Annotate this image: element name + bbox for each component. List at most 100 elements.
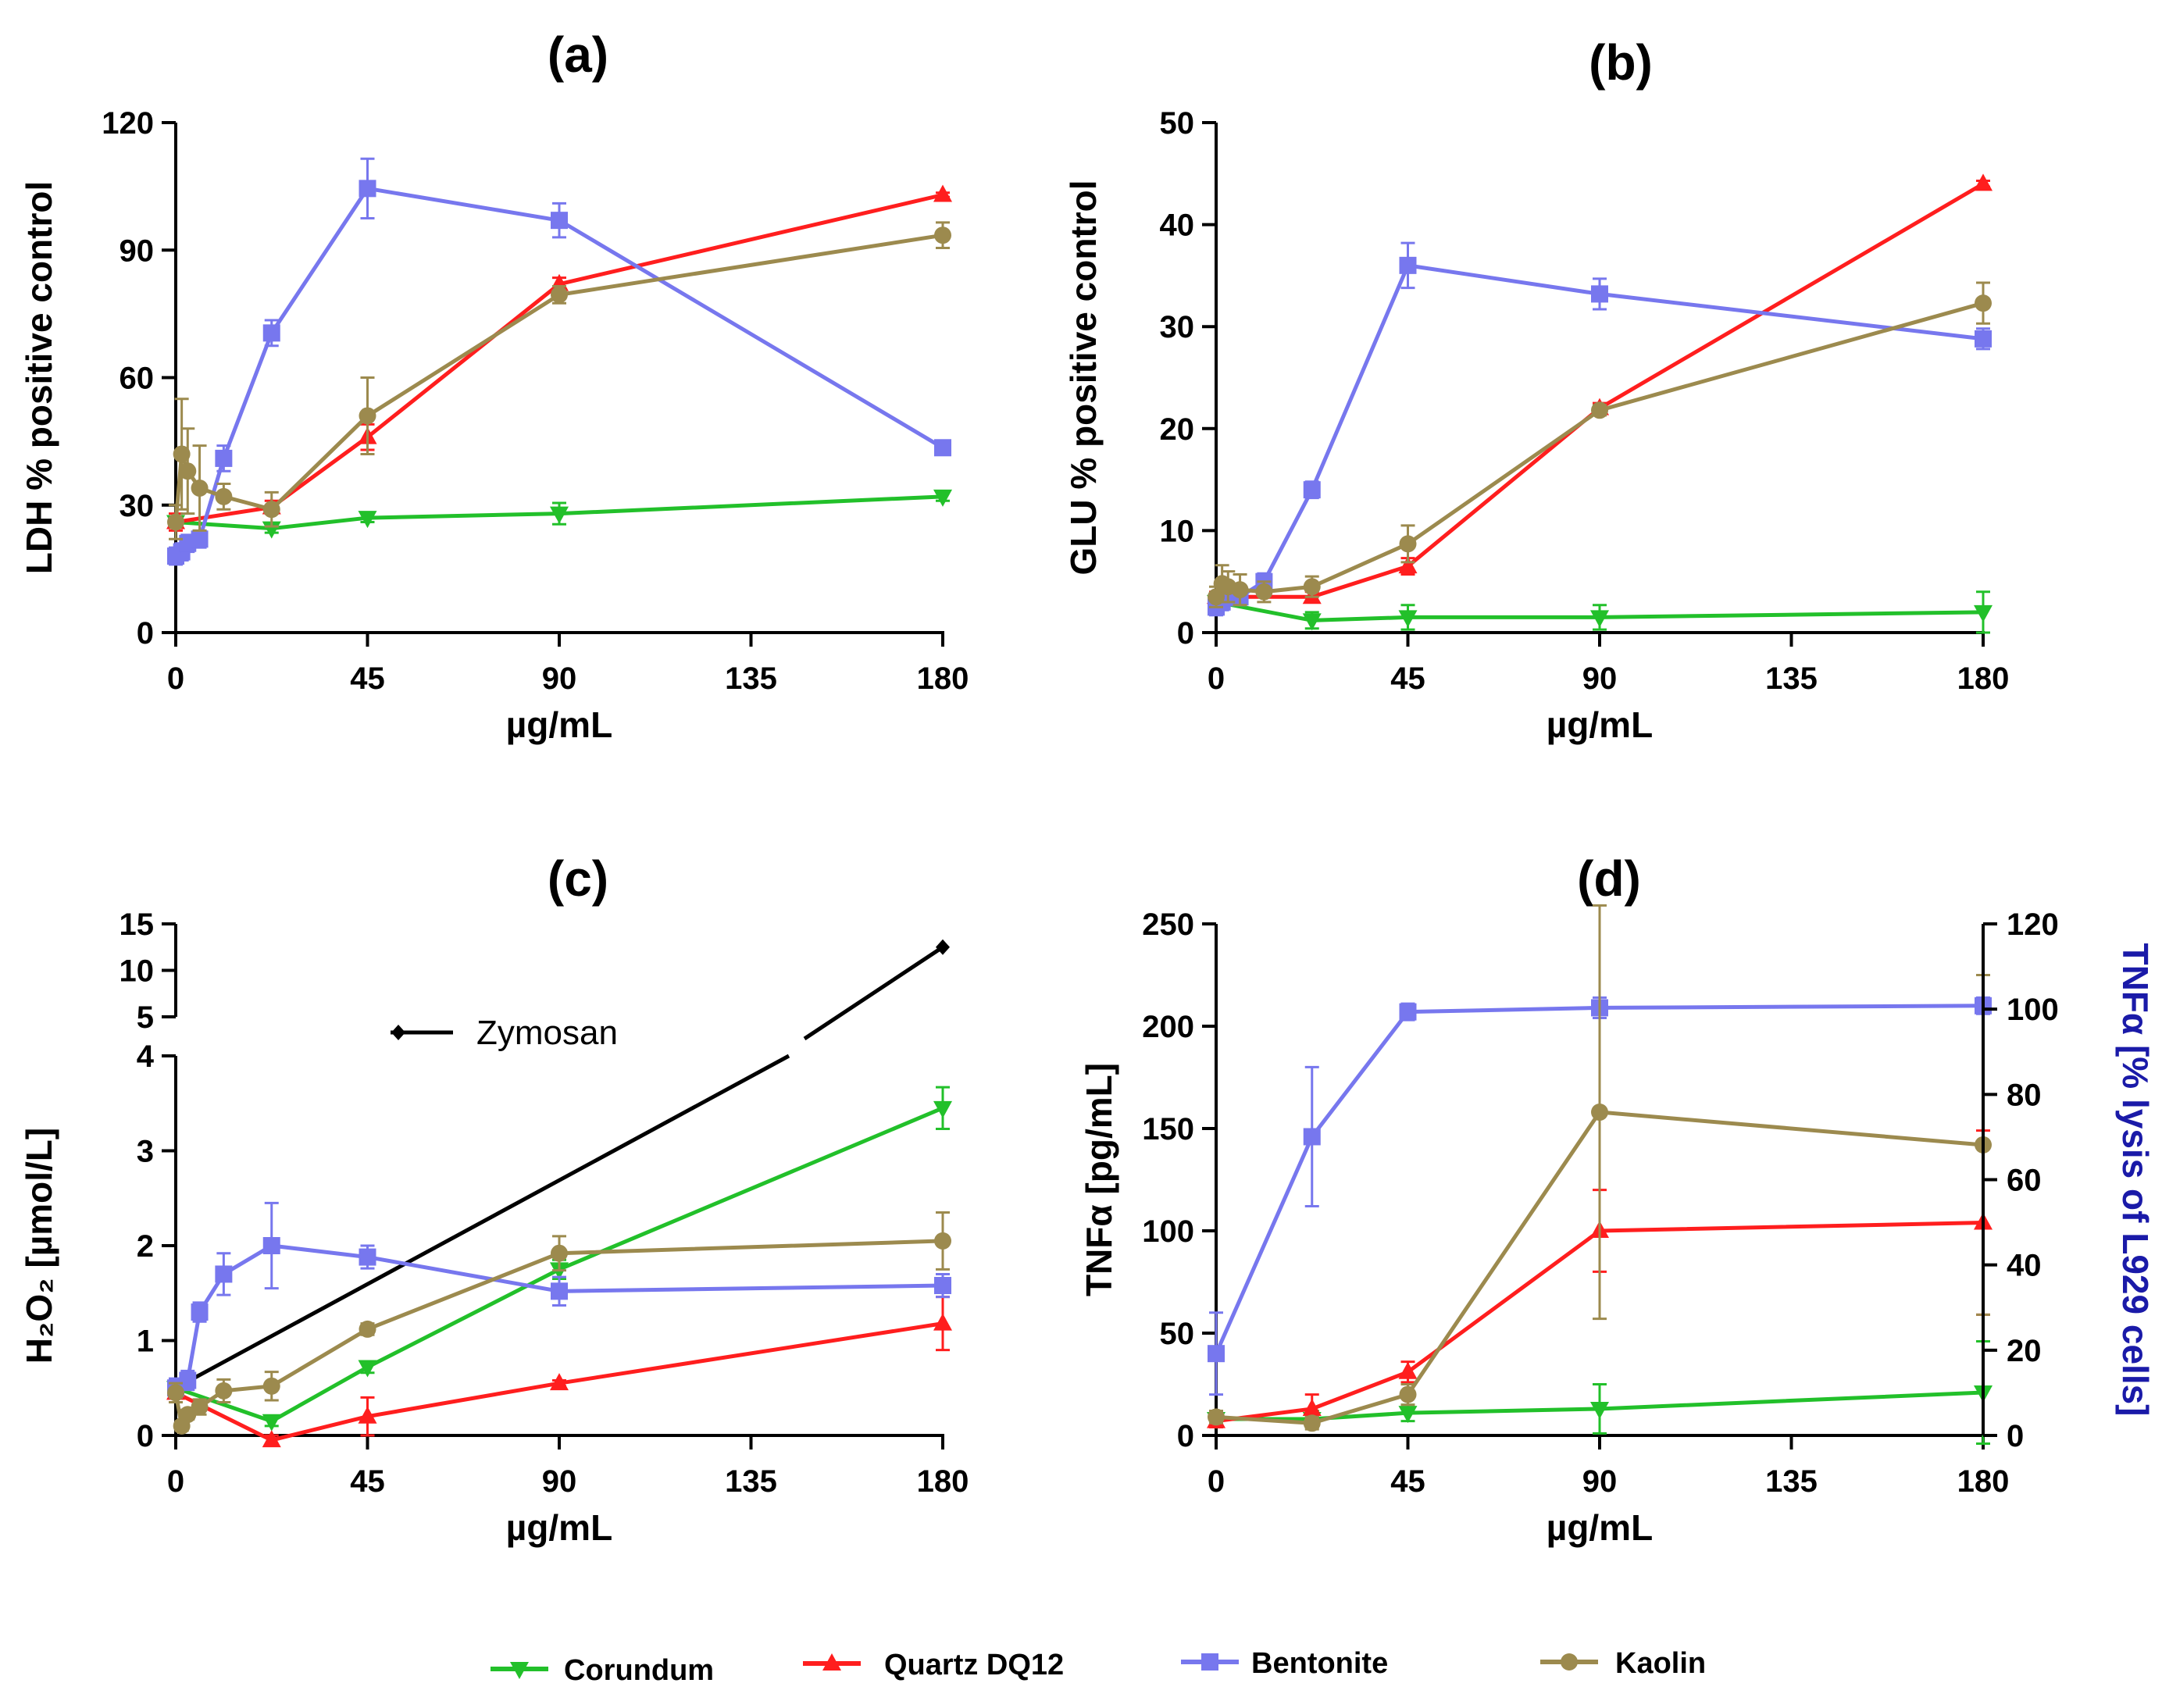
panel-a-point-kaolin	[191, 479, 209, 497]
legend-label-kaolin: Kaolin	[1615, 1647, 1706, 1680]
panel-c-point-kaolin	[215, 1382, 233, 1400]
panel-d-point-kaolin	[1591, 1104, 1608, 1121]
panel-c-x-tick-label: 135	[725, 1464, 777, 1499]
panel-a-point-corundum	[933, 489, 952, 507]
panel-d-x-axis-label: µg/mL	[1547, 1507, 1653, 1548]
panel-b-point-kaolin	[1303, 578, 1321, 596]
panel-c-point-zymosan	[936, 939, 950, 955]
panel-c-x-axis-label: µg/mL	[506, 1507, 612, 1548]
panel-b-chart: 0 10 20 30 40 50 0 45 90 135 180 µg/mL GLU % positiv…	[1063, 106, 2009, 745]
panel-a-point-kaolin	[262, 501, 280, 519]
panel-c-line-zymosan-upper	[803, 945, 944, 1041]
panel-d-y-tick-label: 250	[1142, 907, 1194, 942]
panel-a-point-bentonite	[934, 439, 951, 457]
panel-c-line-bentonite	[174, 1243, 944, 1390]
panel-c-y-tick-label: 10	[120, 954, 155, 989]
panel-d-x-tick-label: 180	[1957, 1464, 2010, 1499]
panel-c-point-kaolin	[191, 1398, 209, 1416]
panel-b-y-tick-label: 20	[1160, 412, 1195, 447]
legend-marker-kaolin	[1561, 1653, 1578, 1671]
panel-a-point-bentonite	[191, 530, 209, 548]
panel-b-y-tick-label: 30	[1160, 310, 1195, 344]
panel-c-x-tick-label: 45	[350, 1464, 385, 1499]
panel-a-y-tick-label: 0	[137, 616, 154, 651]
panel-d-y-tick-label: 50	[1160, 1317, 1195, 1351]
panel-c-point-bentonite	[262, 1237, 280, 1254]
panel-d-right-tick-label: 80	[2007, 1078, 2042, 1112]
panel-b-point-bentonite	[1591, 285, 1608, 303]
panel-a-point-corundum	[550, 506, 569, 524]
panel-b-x-tick-label: 90	[1582, 661, 1618, 696]
panel-a-y-tick-label: 60	[120, 362, 155, 396]
panel-c-y-tick-label: 3	[137, 1135, 154, 1169]
panel-c-point-bentonite	[551, 1282, 568, 1300]
panel-a-point-quartz-dq12	[933, 184, 952, 202]
panel-a-x-tick-label: 135	[725, 661, 777, 696]
panel-a-point-bentonite	[215, 449, 233, 467]
panel-c-y-tick-label: 4	[137, 1039, 155, 1074]
panel-c-annotation-marker	[391, 1025, 405, 1040]
legend-item-bentonite: Bentonite	[1181, 1647, 1388, 1680]
panel-d-right-tick-label: 60	[2007, 1164, 2042, 1198]
panel-c-point-quartz-dq12	[550, 1373, 569, 1391]
panel-d-y-tick-label: 0	[1177, 1419, 1194, 1453]
legend: Corundum Quartz DQ12 Bentonite Kaolin	[491, 1647, 1706, 1687]
panel-c-point-corundum	[933, 1100, 952, 1118]
panel-a-point-kaolin	[215, 487, 233, 505]
panel-b-point-corundum	[1974, 604, 1993, 622]
panel-c-point-bentonite	[191, 1303, 209, 1321]
panel-a-x-tick-label: 0	[167, 661, 184, 696]
panel-a-chart: 0 30 60 90 120 0 45 90 135 180 µg/mL LDH % positive…	[19, 106, 969, 745]
legend-label-corundum: Corundum	[564, 1654, 714, 1687]
legend-item-quartz: Quartz DQ12	[803, 1649, 1064, 1681]
panel-d-point-kaolin	[1303, 1414, 1321, 1432]
panel-a-point-bentonite	[551, 212, 568, 230]
panel-c-x-tick-label: 0	[167, 1464, 184, 1499]
panel-a-y-tick-label: 120	[102, 106, 154, 141]
panel-d-x-tick-label: 135	[1765, 1464, 1818, 1499]
panel-a-x-tick-label: 45	[350, 661, 385, 696]
panel-b-x-axis-label: µg/mL	[1547, 704, 1653, 745]
panel-a-x-tick-label: 180	[917, 661, 969, 696]
panel-d-right-tick-label: 100	[2007, 993, 2059, 1027]
panel-b-point-quartz-dq12	[1398, 556, 1418, 574]
panel-d-point-corundum	[1398, 1406, 1418, 1424]
panel-d-x-tick-label: 45	[1390, 1464, 1425, 1499]
panel-c-point-quartz-dq12	[262, 1430, 281, 1448]
panel-d-point-quartz-dq12	[1302, 1398, 1322, 1416]
panel-c-point-quartz-dq12	[933, 1313, 952, 1331]
panel-a-point-kaolin	[551, 286, 568, 304]
panel-b-y-tick-label: 10	[1160, 514, 1195, 548]
panel-a-y-axis-label: LDH % positive control	[19, 181, 59, 574]
panel-b-point-kaolin	[1975, 294, 1992, 312]
panel-a-point-corundum	[358, 511, 377, 529]
panel-d-y-tick-label: 100	[1142, 1214, 1194, 1249]
panel-d-point-bentonite	[1399, 1003, 1417, 1021]
panel-c-x-tick-label: 180	[917, 1464, 969, 1499]
panel-b-point-kaolin	[1399, 535, 1417, 553]
panel-a-point-kaolin	[173, 445, 191, 463]
panel-c-point-kaolin	[551, 1244, 568, 1262]
panel-c-point-corundum	[262, 1414, 281, 1432]
panel-a-point-kaolin	[934, 226, 951, 244]
panel-c-series-quartz-dq12	[166, 1296, 952, 1448]
panel-b-y-axis-label: GLU % positive control	[1063, 180, 1104, 575]
panel-d-point-quartz-dq12	[1398, 1361, 1418, 1379]
panel-a-point-bentonite	[262, 324, 280, 342]
panel-d-y-tick-label: 150	[1142, 1112, 1194, 1146]
panel-a-title: (a)	[548, 27, 608, 83]
panel-b-series-kaolin	[1208, 281, 1992, 608]
legend-item-kaolin: Kaolin	[1540, 1647, 1706, 1680]
panel-a-point-kaolin	[359, 407, 376, 425]
panel-c-point-bentonite	[215, 1265, 233, 1283]
panel-a-x-tick-label: 90	[542, 661, 577, 696]
panel-d-point-bentonite	[1208, 1345, 1225, 1363]
legend-label-quartz: Quartz DQ12	[884, 1649, 1064, 1681]
panel-c-y-axis-label: H₂O₂ [µmol/L]	[19, 1128, 59, 1364]
panel-d-x-tick-label: 0	[1208, 1464, 1225, 1499]
panel-c-point-bentonite	[359, 1248, 376, 1266]
panel-c-point-kaolin	[934, 1232, 951, 1250]
legend-label-bentonite: Bentonite	[1251, 1647, 1388, 1680]
panel-c-title: (c)	[548, 850, 608, 907]
panel-b-x-tick-label: 45	[1390, 661, 1425, 696]
